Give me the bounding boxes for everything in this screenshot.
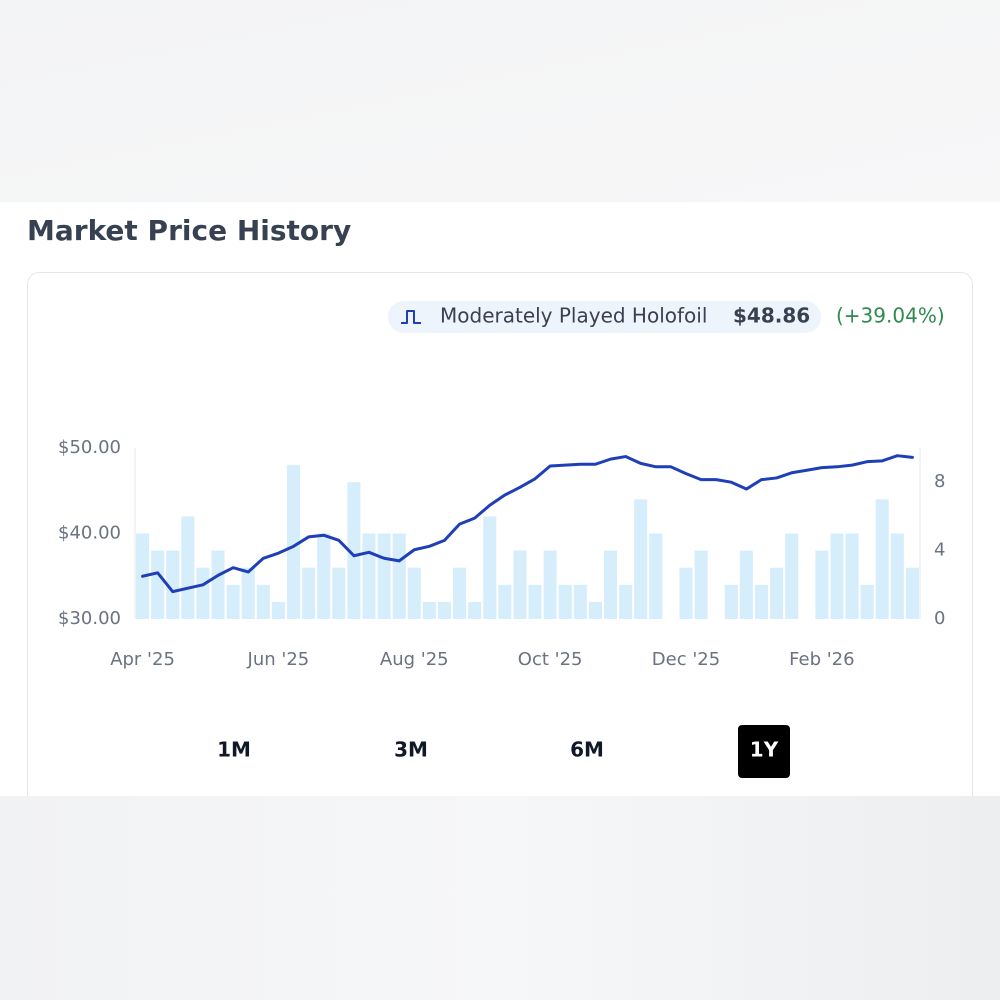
volume-bar — [317, 533, 331, 619]
y-tick-label: $40.00 — [58, 523, 121, 544]
volume-bar — [528, 584, 542, 619]
volume-bar — [196, 567, 210, 619]
volume-bar — [770, 567, 784, 619]
volume-bar — [543, 550, 557, 619]
volume-bar — [679, 567, 693, 619]
y2-tick-label: 4 — [934, 540, 945, 561]
volume-bar — [573, 584, 587, 619]
volume-bar — [875, 499, 889, 619]
volume-bar — [181, 516, 195, 619]
volume-bar — [724, 584, 738, 619]
volume-bar — [407, 567, 421, 619]
volume-bar — [634, 499, 648, 619]
volume-bar — [151, 550, 165, 619]
x-tick-label: Aug '25 — [380, 649, 449, 670]
volume-bar — [271, 601, 285, 619]
legend-price: $48.86 — [733, 304, 810, 328]
volume-bar — [845, 533, 859, 619]
section-title: Market Price History — [27, 214, 351, 247]
volume-bar — [226, 584, 240, 619]
volume-bar — [302, 567, 316, 619]
volume-bar — [754, 584, 769, 619]
volume-bar — [619, 584, 633, 619]
volume-bar — [588, 601, 602, 619]
blurred-bottom — [0, 796, 1000, 1000]
volume-bar — [498, 584, 512, 619]
price-line — [141, 454, 914, 594]
x-tick-label: Apr '25 — [110, 649, 175, 670]
y2-tick-label: 0 — [934, 608, 945, 629]
volume-bar — [468, 601, 482, 619]
volume-bar — [860, 584, 874, 619]
legend-icon — [401, 310, 421, 324]
legend-label: Moderately Played Holofoil — [440, 304, 707, 328]
volume-bar — [739, 550, 753, 619]
volume-bar — [513, 550, 527, 619]
volume-bar — [166, 550, 180, 619]
y-tick-label: $50.00 — [58, 437, 121, 458]
volume-bar — [377, 533, 391, 619]
range-button[interactable]: 3M — [394, 738, 428, 762]
x-tick-label: Feb '26 — [789, 649, 854, 670]
volume-bar — [362, 533, 376, 619]
volume-bar — [347, 482, 361, 619]
volume-bar — [694, 550, 708, 619]
range-button[interactable]: 1Y — [750, 738, 779, 762]
volume-bar — [815, 550, 829, 619]
x-tick-label: Jun '25 — [247, 649, 310, 670]
volume-bar — [649, 533, 663, 619]
volume-bar — [603, 550, 618, 619]
volume-bar — [437, 601, 452, 619]
legend-pill — [388, 301, 821, 333]
volume-bar — [286, 465, 301, 619]
x-tick-label: Oct '25 — [518, 649, 583, 670]
blurred-top — [0, 0, 1000, 202]
range-button[interactable]: 1M — [217, 738, 251, 762]
volume-bar — [830, 533, 844, 619]
volume-bar — [905, 567, 919, 619]
volume-bar — [332, 567, 346, 619]
volume-bar — [422, 601, 436, 619]
volume-bar — [785, 533, 799, 619]
volume-bar — [241, 567, 255, 619]
volume-bar — [256, 584, 270, 619]
volume-bar — [483, 516, 497, 619]
volume-bar — [890, 533, 904, 619]
y2-tick-label: 8 — [934, 471, 945, 492]
x-tick-label: Dec '25 — [652, 649, 720, 670]
volume-bar — [392, 533, 406, 619]
range-button[interactable]: 6M — [570, 738, 604, 762]
volume-bar — [453, 567, 467, 619]
volume-bar — [211, 550, 225, 619]
plot: Moderately Played Holofoil $48.86 (+39.04%… — [58, 304, 945, 778]
volume-bar — [558, 584, 572, 619]
range-button-bg[interactable] — [738, 725, 790, 778]
y-tick-label: $30.00 — [58, 608, 121, 629]
legend-change: (+39.04%) — [836, 304, 945, 328]
